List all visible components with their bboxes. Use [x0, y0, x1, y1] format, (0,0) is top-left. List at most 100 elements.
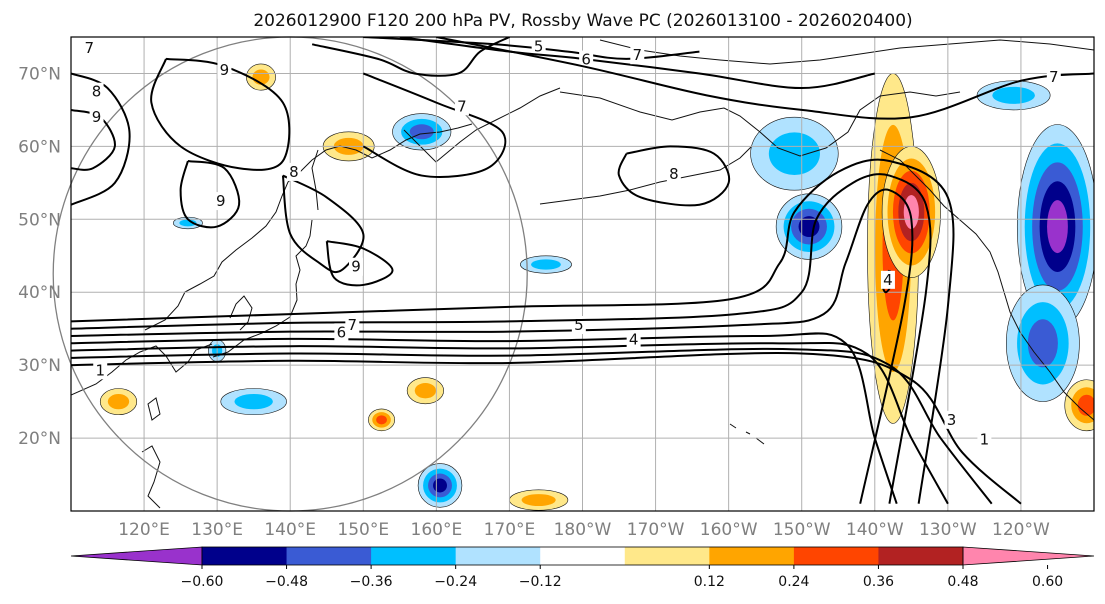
pv-anomaly-blob	[1006, 284, 1080, 402]
pv-contour-line	[179, 159, 241, 229]
colorbar-band	[878, 547, 964, 565]
colorbar-band	[540, 547, 626, 565]
pv-anomaly-blob	[99, 388, 138, 416]
contour-label: 7	[348, 316, 358, 334]
contour-label: 6	[581, 51, 591, 69]
contour-label-bg	[666, 165, 681, 184]
contour-label-bg	[944, 410, 959, 429]
lon-tick-label: 120°W	[992, 520, 1050, 540]
pv-anomaly-band	[903, 195, 919, 230]
contour-label-bg	[217, 60, 232, 79]
pv-anomaly-band	[1027, 319, 1058, 368]
lon-tick-label: 120°E	[118, 520, 170, 540]
colorbar-tick-label: −0.60	[181, 574, 224, 590]
pv-anomaly-band	[179, 219, 197, 227]
colorbar-over-triangle	[962, 546, 1095, 566]
pv-anomaly-blob	[1064, 379, 1094, 432]
contour-label: 7	[84, 39, 94, 57]
lon-tick-label: 170°W	[627, 520, 685, 540]
pv-contour-line	[71, 342, 949, 505]
colorbar-band	[793, 547, 879, 565]
contour-label: 9	[216, 192, 226, 210]
colorbar-tick-label: 0.36	[863, 574, 894, 590]
contour-label-bg	[579, 50, 594, 69]
pv-anomaly-band	[1047, 200, 1068, 254]
pv-contour-line	[436, 37, 1094, 120]
pv-anomaly-band	[992, 86, 1035, 104]
colorbar-under-triangle	[70, 546, 203, 566]
pv-anomaly-blob	[368, 408, 396, 432]
contour-label-bg	[345, 316, 360, 335]
coastline-east-asia	[144, 123, 473, 331]
contour-label-bg	[630, 46, 645, 65]
contour-label: 8	[669, 165, 679, 183]
lat-tick-label: 50°N	[18, 210, 61, 230]
contour-label-bg	[1046, 68, 1061, 87]
contour-label-bg	[93, 361, 108, 380]
pv-anomaly-blob	[520, 255, 572, 274]
contour-label: 1	[95, 361, 105, 379]
lon-tick-label: 130°E	[191, 520, 243, 540]
lat-tick-label: 20°N	[18, 429, 61, 449]
contour-label-bg	[454, 97, 469, 116]
contour-label-bg	[82, 38, 97, 57]
pv-contour-line	[399, 37, 875, 90]
contour-label-bg	[89, 82, 104, 101]
contour-label-bg	[213, 192, 228, 211]
pv-anomaly-blob	[509, 489, 569, 511]
contour-label: 5	[534, 37, 544, 55]
colorbar-band	[455, 547, 541, 565]
coastlines	[71, 39, 1094, 509]
contour-label: 1	[980, 431, 990, 449]
pv-anomaly-band	[107, 393, 130, 410]
pv-contour-line	[617, 145, 731, 207]
contour-label: 9	[92, 108, 102, 126]
lon-tick-label: 150°E	[337, 520, 389, 540]
contour-label: 7	[457, 97, 467, 115]
contour-label-bg	[89, 108, 104, 127]
lat-tick-label: 40°N	[18, 283, 61, 303]
contour-label: 7	[1049, 68, 1059, 86]
coastline-philippines	[141, 445, 161, 509]
colorbar-frame	[201, 546, 964, 566]
pv-anomaly-blob	[173, 216, 203, 230]
colorbar-tick-label: −0.36	[350, 574, 393, 590]
lon-tick-label: 140°W	[846, 520, 904, 540]
contour-label-bg	[286, 162, 301, 181]
pv-contour-line	[71, 352, 1022, 505]
pv-anomaly-blob	[881, 146, 941, 278]
pv-anomaly-blob	[976, 80, 1051, 111]
pv-anomaly-band	[531, 259, 561, 270]
contour-label: 3	[947, 411, 957, 429]
contour-label: 9	[351, 258, 361, 276]
contour-label: 4	[883, 271, 893, 289]
chart-title: 2026012900 F120 200 hPa PV, Rossby Wave …	[253, 11, 912, 31]
pv-anomaly-band	[798, 216, 820, 238]
contour-label: 5	[574, 316, 584, 334]
coastline-sakhalin	[311, 149, 319, 211]
contour-label-bg	[531, 37, 546, 56]
colorbar-tick-label: −0.12	[519, 574, 562, 590]
coastline-taiwan	[147, 397, 161, 421]
colorbar-band	[286, 547, 372, 565]
lat-tick-label: 60°N	[18, 137, 61, 157]
colorbar-tick-label: −0.24	[434, 574, 477, 590]
lon-tick-label: 140°E	[264, 520, 316, 540]
lon-tick-label: 180°W	[554, 520, 612, 540]
colorbar-band	[371, 547, 457, 565]
colorbar-band	[709, 547, 795, 565]
coastline-aleutians	[539, 145, 753, 205]
pv-contour-line	[71, 72, 131, 206]
coastline-hawaii	[729, 423, 765, 445]
pv-anomaly-band	[414, 383, 437, 399]
pv-contour-line	[71, 332, 898, 505]
contour-label-bg	[348, 257, 363, 276]
coastline-kamchatka	[403, 87, 561, 163]
contour-label-bg	[334, 323, 349, 342]
contour-label: 8	[289, 163, 299, 181]
lon-tick-label: 130°W	[919, 520, 977, 540]
contour-label: 9	[220, 61, 230, 79]
contour-label: 4	[629, 331, 639, 349]
colorbar-tick-label: 0.60	[1032, 574, 1063, 590]
